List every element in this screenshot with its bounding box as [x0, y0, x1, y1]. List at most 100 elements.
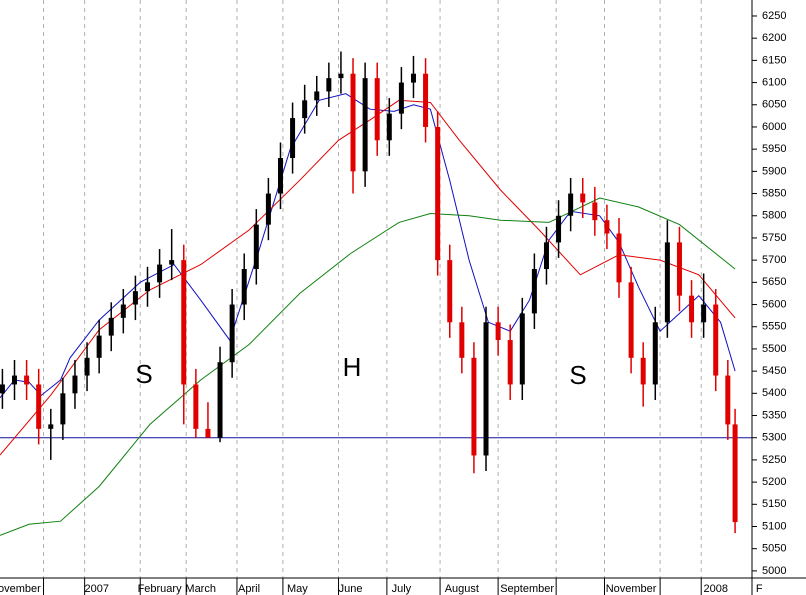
bar-body: [302, 100, 308, 119]
bar-body: [676, 242, 682, 296]
y-tick-label: 5300: [762, 432, 786, 444]
y-tick-label: 5250: [762, 454, 786, 466]
bar-body: [144, 282, 150, 292]
bar-body: [701, 304, 707, 323]
bar-body: [374, 78, 380, 141]
bar-body: [0, 384, 5, 394]
bar-body: [132, 291, 138, 305]
bar-body: [229, 304, 235, 363]
bar-body: [386, 113, 392, 141]
bar-body: [277, 158, 283, 194]
bar-body: [423, 73, 429, 127]
bar-body: [48, 424, 54, 429]
bar-body: [725, 375, 731, 425]
bar-body: [157, 264, 163, 283]
bar-body: [193, 384, 199, 429]
y-tick-label: 5900: [762, 165, 786, 177]
y-tick-label: 5100: [762, 520, 786, 532]
bar-body: [664, 242, 670, 323]
y-tick-label: 6000: [762, 121, 786, 133]
bar-body: [181, 260, 187, 385]
bar-body: [435, 126, 441, 261]
y-tick-label: 5500: [762, 343, 786, 355]
bar-body: [108, 317, 114, 336]
y-tick-label: 5600: [762, 298, 786, 310]
bar-body: [253, 224, 259, 270]
x-tick-label: April: [238, 583, 260, 595]
bar-body: [495, 322, 501, 341]
annotation: S: [569, 360, 586, 390]
bar-body: [543, 242, 549, 270]
bar-body: [36, 384, 42, 429]
y-tick-label: 5200: [762, 476, 786, 488]
y-tick-label: 6050: [762, 99, 786, 111]
bar-body: [265, 193, 271, 225]
bar-body: [556, 215, 562, 243]
x-tick-label: ovember: [0, 583, 41, 595]
bar-body: [732, 424, 738, 523]
y-tick-label: 5050: [762, 543, 786, 555]
y-tick-label: 5750: [762, 232, 786, 244]
bar-body: [398, 82, 404, 114]
x-tick-label: March: [185, 583, 216, 595]
y-tick-label: 6200: [762, 32, 786, 44]
bar-body: [616, 233, 622, 283]
y-tick-label: 6100: [762, 76, 786, 88]
bar-body: [628, 282, 634, 358]
bar-body: [326, 78, 332, 92]
bar-body: [410, 73, 416, 83]
y-tick-label: 5800: [762, 210, 786, 222]
bar-body: [713, 304, 719, 376]
y-tick-label: 5550: [762, 321, 786, 333]
x-tick-label: February: [138, 583, 183, 595]
bar-body: [350, 73, 356, 172]
y-tick-label: 5700: [762, 254, 786, 266]
y-tick-label: 6250: [762, 10, 786, 22]
x-tick-label: May: [287, 583, 308, 595]
x-tick-label: 2008: [703, 583, 727, 595]
bar-body: [169, 260, 175, 265]
bar-body: [592, 202, 598, 221]
bar-body: [314, 91, 320, 101]
annotation: H: [343, 352, 362, 382]
bar-body: [72, 375, 78, 394]
y-tick-label: 5350: [762, 409, 786, 421]
y-tick-label: 5150: [762, 498, 786, 510]
bar-body: [338, 73, 344, 79]
bar-body: [580, 193, 586, 203]
x-tick-label: August: [445, 583, 479, 595]
y-tick-label: 5850: [762, 187, 786, 199]
x-tick-label: 2007: [84, 583, 108, 595]
moving-average: [0, 197, 736, 536]
bar-body: [24, 375, 30, 385]
bar-body: [652, 322, 658, 385]
x-tick-label: June: [339, 583, 363, 595]
bar-body: [471, 357, 477, 456]
x-tick-label: July: [392, 583, 412, 595]
bar-body: [120, 304, 126, 318]
y-tick-label: 5400: [762, 387, 786, 399]
bar-body: [507, 340, 513, 385]
bar-body: [241, 269, 247, 305]
x-tick-label: September: [500, 583, 554, 595]
bar-body: [459, 322, 465, 358]
bar-body: [96, 335, 102, 358]
bar-body: [519, 313, 525, 385]
bar-body: [205, 428, 211, 438]
x-tick-label: November: [606, 583, 657, 595]
annotation: S: [135, 359, 152, 389]
bar-body: [640, 357, 646, 385]
y-tick-label: 5450: [762, 365, 786, 377]
bar-body: [531, 269, 537, 314]
bar-body: [689, 295, 695, 323]
bar-body: [84, 357, 90, 376]
bar-body: [290, 118, 296, 159]
bar-body: [12, 375, 18, 385]
y-tick-label: 5950: [762, 143, 786, 155]
bar-body: [483, 322, 489, 456]
bar-body: [604, 220, 610, 234]
bar-body: [217, 362, 223, 438]
x-tick-label: F: [756, 583, 763, 595]
